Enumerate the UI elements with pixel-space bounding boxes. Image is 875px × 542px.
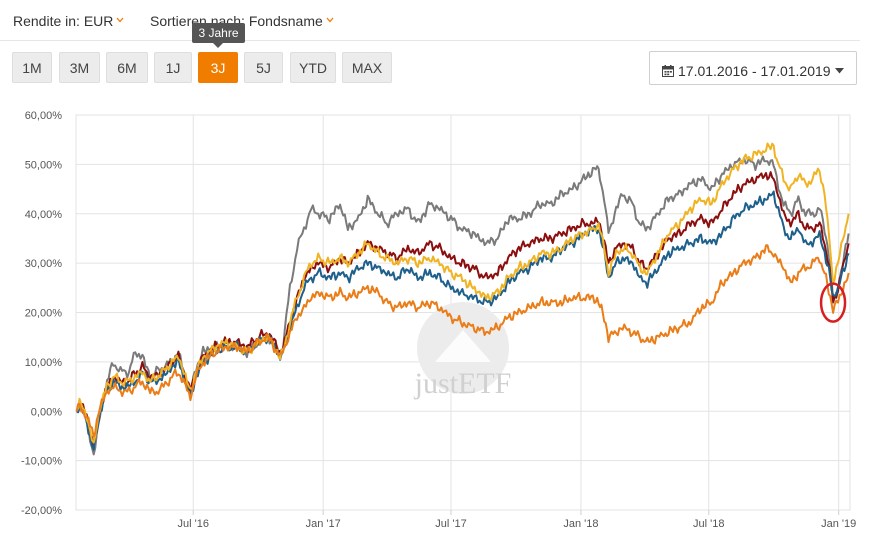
- chart-series: [75, 142, 850, 456]
- return-currency-label: Rendite in: EUR: [13, 13, 114, 29]
- y-tick-label: 10,00%: [25, 357, 63, 369]
- range-button-1j[interactable]: 1J: [154, 52, 192, 83]
- range-button-3m[interactable]: 3M: [59, 52, 100, 83]
- performance-chart: justETF -20,00% -10,00% 0,00% 10,00% 20,00% 3…: [21, 110, 856, 530]
- range-button-ytd[interactable]: YTD: [290, 52, 336, 83]
- y-tick-label: 0,00%: [31, 406, 62, 418]
- chevron-down-icon: [116, 17, 124, 24]
- y-tick-label: -20,00%: [21, 505, 62, 517]
- filter-bar: Rendite in: EUR Sortieren nach: Fondsnam…: [0, 0, 860, 41]
- x-tick-label: Jul '17: [435, 518, 466, 530]
- y-tick-label: -10,00%: [21, 456, 62, 468]
- return-currency-dropdown[interactable]: Rendite in: EUR: [13, 13, 124, 29]
- y-tick-label: 20,00%: [25, 308, 63, 320]
- series-line: [75, 142, 850, 444]
- date-range-text: 17.01.2016 - 17.01.2019: [678, 63, 831, 79]
- range-button-3j[interactable]: 3J: [198, 52, 238, 83]
- y-tick-label: 60,00%: [25, 110, 63, 122]
- x-tick-label: Jan '19: [821, 518, 856, 530]
- justetf-watermark: justETF: [414, 302, 512, 400]
- x-tick-label: Jan '18: [563, 518, 598, 530]
- range-tooltip: 3 Jahre: [192, 23, 245, 48]
- series-line: [75, 244, 850, 438]
- chart-annotations: [819, 282, 847, 323]
- watermark-text: justETF: [414, 367, 512, 400]
- range-button-1m[interactable]: 1M: [12, 52, 52, 83]
- y-tick-label: 30,00%: [25, 258, 63, 270]
- range-button-max[interactable]: MAX: [342, 52, 392, 83]
- x-axis: Jul '16 Jan '17 Jul '17 Jan '18 Jul '18 Jan '…: [178, 510, 856, 530]
- x-tick-label: Jul '16: [178, 518, 209, 530]
- x-tick-label: Jan '17: [306, 518, 341, 530]
- chevron-down-icon: [326, 17, 334, 24]
- highlight-circle: [819, 282, 847, 323]
- caret-down-icon: [834, 52, 844, 74]
- date-range-picker[interactable]: 17.01.2016 - 17.01.2019: [649, 51, 857, 85]
- range-button-5j[interactable]: 5J: [244, 52, 283, 83]
- y-tick-label: 40,00%: [25, 209, 63, 221]
- range-button-6m[interactable]: 6M: [106, 52, 148, 83]
- calendar-icon: [662, 55, 674, 77]
- y-axis: -20,00% -10,00% 0,00% 10,00% 20,00% 30,00% 40,…: [21, 110, 62, 517]
- x-tick-label: Jul '18: [693, 518, 724, 530]
- y-tick-label: 50,00%: [25, 159, 63, 171]
